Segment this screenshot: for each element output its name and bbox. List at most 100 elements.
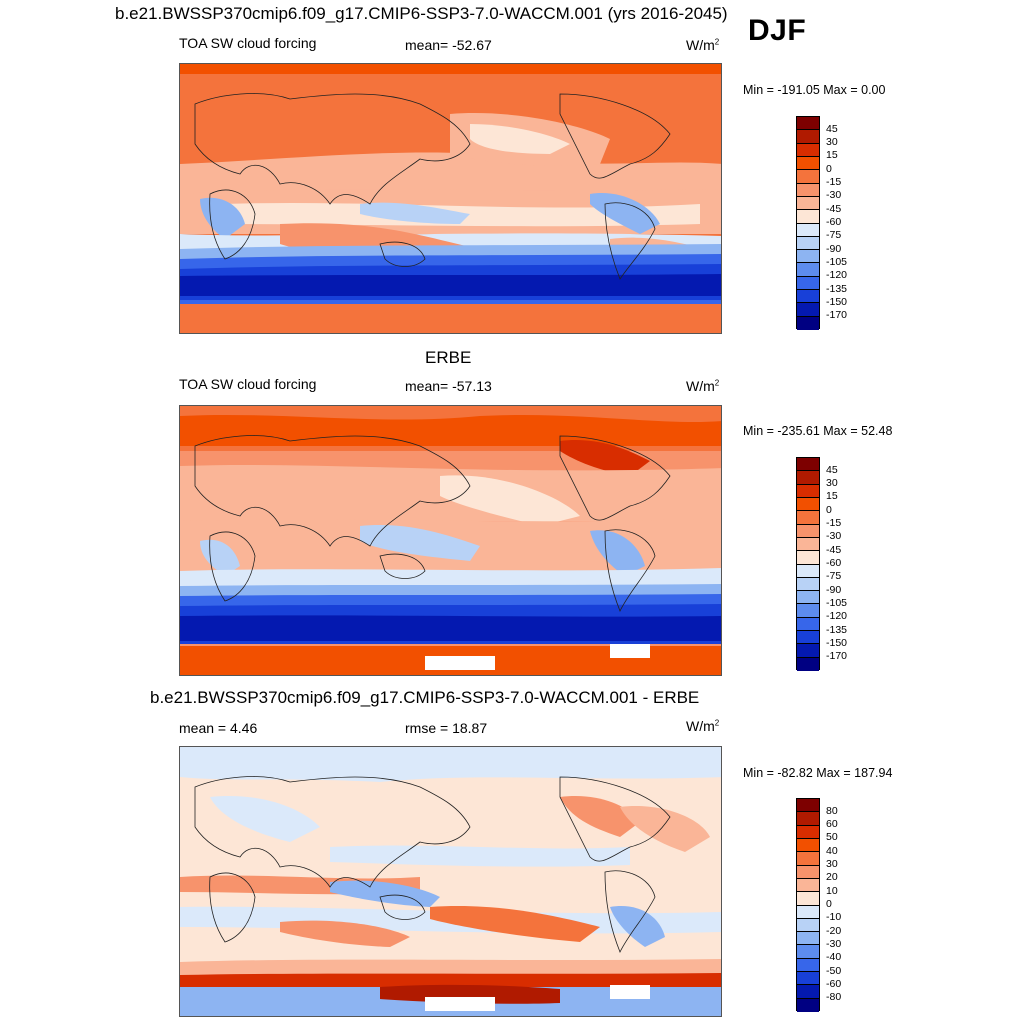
- colorbar-swatch: [797, 905, 819, 919]
- colorbar-tick-label: 0: [826, 898, 832, 910]
- colorbar-tick-label: -150: [826, 636, 848, 649]
- colorbar-swatch: [797, 223, 819, 237]
- colorbar-tick-label: 15: [826, 490, 838, 503]
- colorbar-tick-label: -40: [826, 951, 842, 964]
- colorbar-swatch: [797, 998, 819, 1012]
- colorbar-swatch: [797, 838, 819, 853]
- panel2-map: [179, 405, 722, 676]
- colorbar-tick-label: -30: [826, 530, 842, 543]
- colorbar-tick-label: -20: [826, 924, 842, 937]
- colorbar-swatch: [797, 156, 819, 171]
- colorbar-swatch: [797, 316, 819, 330]
- colorbar-tick-label: -30: [826, 937, 842, 950]
- panel2-mean-label: mean= -57.13: [405, 378, 492, 394]
- colorbar-tick-label: -135: [826, 282, 848, 295]
- colorbar-tick-label: -120: [826, 610, 848, 623]
- colorbar-swatch: [797, 945, 819, 959]
- colorbar-swatch: [797, 303, 819, 317]
- colorbar-tick-label: 50: [826, 831, 838, 844]
- colorbar-tick-label: 30: [826, 477, 838, 490]
- colorbar-swatch: [797, 458, 819, 472]
- main-title: b.e21.BWSSP370cmip6.f09_g17.CMIP6-SSP3-7…: [115, 4, 728, 23]
- colorbar-swatch: [797, 290, 819, 304]
- colorbar-tick-label: -15: [826, 176, 842, 189]
- colorbar-swatch: [797, 878, 819, 893]
- colorbar-tick-label: -60: [826, 977, 842, 990]
- colorbar-swatch: [797, 263, 819, 277]
- colorbar-swatch: [797, 524, 819, 538]
- colorbar-tick-label: 20: [826, 871, 838, 884]
- colorbar-swatch: [797, 210, 819, 224]
- colorbar-tick-label: 80: [826, 804, 838, 817]
- colorbar-tick-label: 15: [826, 149, 838, 162]
- colorbar-swatch: [797, 236, 819, 251]
- panel2-units: W/m2: [686, 378, 720, 394]
- colorbar-swatch: [797, 143, 819, 157]
- colorbar-tick-label: -60: [826, 216, 842, 228]
- colorbar-tick-label: -90: [826, 242, 842, 255]
- colorbar-swatch: [797, 484, 819, 498]
- colorbar-tick-label: -120: [826, 269, 848, 282]
- colorbar-swatch: [797, 196, 819, 211]
- colorbar-swatch: [797, 170, 819, 184]
- colorbar-swatch: [797, 577, 819, 592]
- colorbar-swatch: [797, 551, 819, 565]
- panel1-minmax: Min = -191.05 Max = 0.00: [743, 83, 886, 97]
- panel3-units: W/m2: [686, 718, 720, 734]
- colorbar-swatch: [797, 644, 819, 658]
- colorbar-swatch: [797, 130, 819, 144]
- colorbar-tick-label: -80: [826, 991, 842, 1004]
- season-label: DJF: [748, 14, 807, 47]
- colorbar-swatch: [797, 183, 819, 197]
- colorbar-swatch: [797, 918, 819, 933]
- panel2-variable-label: TOA SW cloud forcing: [179, 376, 317, 392]
- panel3-title: b.e21.BWSSP370cmip6.f09_g17.CMIP6-SSP3-7…: [150, 688, 700, 707]
- panel1-colorbar: [796, 116, 820, 330]
- colorbar-swatch: [797, 497, 819, 512]
- colorbar-tick-label: 45: [826, 463, 838, 476]
- colorbar-tick-label: 30: [826, 858, 838, 871]
- colorbar-tick-label: -105: [826, 255, 848, 268]
- colorbar-swatch: [797, 865, 819, 879]
- colorbar-tick-label: 60: [826, 818, 838, 831]
- colorbar-swatch: [797, 564, 819, 578]
- colorbar-tick-label: 10: [826, 884, 838, 897]
- panel1-units: W/m2: [686, 37, 720, 53]
- panel1-variable-label: TOA SW cloud forcing: [179, 35, 317, 51]
- colorbar-tick-label: 30: [826, 136, 838, 149]
- panel1-map-field: [180, 64, 721, 333]
- colorbar-swatch: [797, 511, 819, 525]
- panel2-colorbar: [796, 457, 820, 671]
- colorbar-swatch: [797, 117, 819, 131]
- panel2-minmax: Min = -235.61 Max = 52.48: [743, 424, 893, 438]
- colorbar-swatch: [797, 631, 819, 645]
- colorbar-swatch: [797, 932, 819, 946]
- colorbar-tick-label: -75: [826, 570, 842, 583]
- colorbar-swatch: [797, 617, 819, 632]
- colorbar-tick-label: -170: [826, 650, 848, 663]
- panel3-map: [179, 746, 722, 1017]
- colorbar-swatch: [797, 250, 819, 264]
- panel3-colorbar: [796, 798, 820, 1012]
- colorbar-tick-label: -170: [826, 309, 848, 322]
- colorbar-swatch: [797, 604, 819, 618]
- colorbar-swatch: [797, 812, 819, 826]
- colorbar-tick-label: 40: [826, 844, 838, 857]
- colorbar-tick-label: -45: [826, 202, 842, 215]
- panel1-mean-label: mean= -52.67: [405, 37, 492, 53]
- colorbar-tick-label: -135: [826, 623, 848, 636]
- panel2-map-field: [180, 406, 721, 675]
- colorbar-swatch: [797, 892, 819, 906]
- panel3-map-field: [180, 747, 721, 1016]
- colorbar-swatch: [797, 985, 819, 999]
- panel3-rmse-label: rmse = 18.87: [405, 720, 488, 736]
- colorbar-swatch: [797, 958, 819, 973]
- colorbar-tick-label: -30: [826, 189, 842, 202]
- colorbar-tick-label: 45: [826, 122, 838, 135]
- panel3-mean-label: mean = 4.46: [179, 720, 258, 736]
- colorbar-tick-label: -10: [826, 911, 842, 924]
- colorbar-swatch: [797, 657, 819, 671]
- colorbar-tick-label: -90: [826, 583, 842, 596]
- colorbar-tick-label: -15: [826, 517, 842, 530]
- colorbar-tick-label: -45: [826, 543, 842, 556]
